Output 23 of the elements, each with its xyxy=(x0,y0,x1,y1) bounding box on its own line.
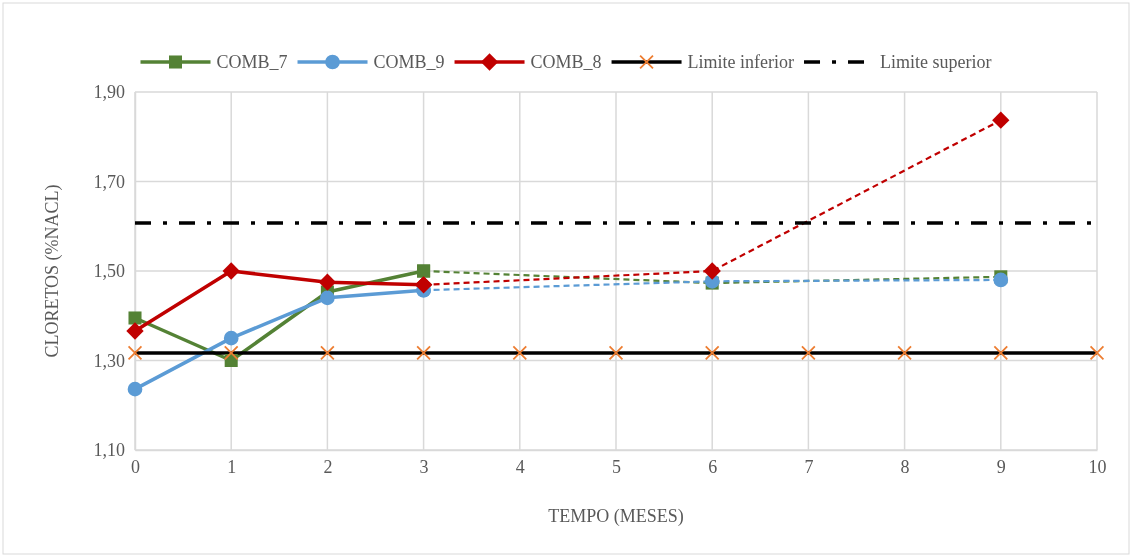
x-tick-label: 10 xyxy=(1088,456,1107,477)
x-tick-label: 9 xyxy=(996,456,1006,477)
legend-label: COMB_7 xyxy=(216,52,288,72)
x-axis-title: TEMPO (MESES) xyxy=(548,506,684,527)
legend-label: COMB_8 xyxy=(530,52,602,72)
y-tick-label: 1,10 xyxy=(93,440,125,461)
x-tick-label: 7 xyxy=(804,456,814,477)
y-tick-label: 1,30 xyxy=(93,350,125,371)
legend-label: COMB_9 xyxy=(373,52,445,72)
x-tick-label: 1 xyxy=(227,456,237,477)
y-tick-label: 1,50 xyxy=(93,261,125,282)
y-tick-label: 1,70 xyxy=(93,171,125,192)
x-tick-label: 8 xyxy=(900,456,910,477)
y-tick-label: 1,90 xyxy=(93,82,125,103)
x-tick-label: 2 xyxy=(323,456,333,477)
legend-label: Limite superior xyxy=(880,52,992,72)
y-axis-title: CLORETOS (%NACL) xyxy=(42,184,63,358)
legend-label: Limite inferior xyxy=(687,52,795,72)
x-tick-label: 5 xyxy=(612,456,621,477)
x-tick-label: 0 xyxy=(131,456,140,477)
x-tick-label: 6 xyxy=(708,456,718,477)
x-tick-label: 3 xyxy=(419,456,429,477)
x-tick-label: 4 xyxy=(515,456,525,477)
